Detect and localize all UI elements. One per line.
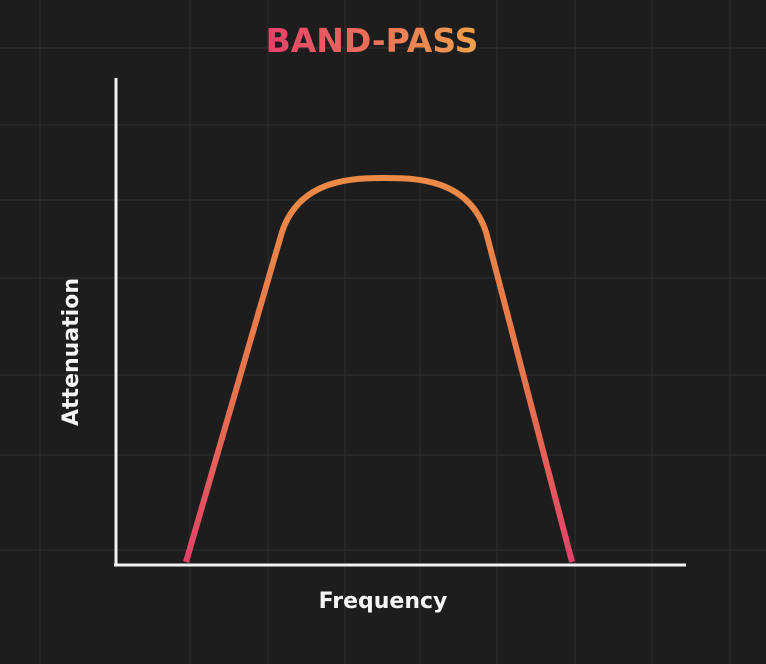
band-pass-curve xyxy=(183,175,575,563)
x-axis-label: Frequency xyxy=(319,589,448,614)
title: BAND-PASS xyxy=(266,21,479,60)
y-axis-label: Attenuation xyxy=(59,278,84,426)
